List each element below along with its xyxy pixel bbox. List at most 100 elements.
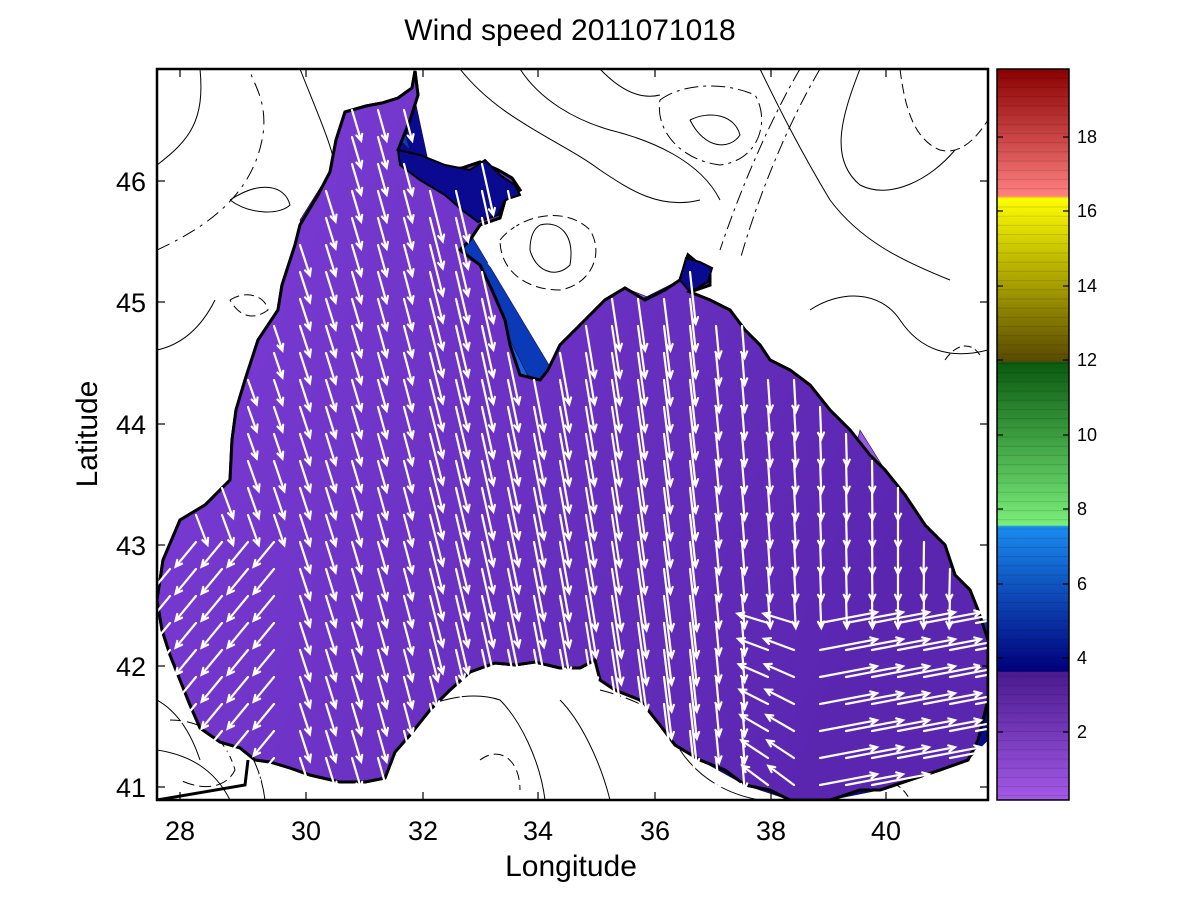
- wind-arrow: [584, 567, 600, 633]
- wind-arrow: [506, 513, 522, 569]
- colorbar-tick-label: 2: [1077, 722, 1087, 742]
- map-layer: [157, 69, 988, 800]
- wind-arrow: [506, 378, 522, 434]
- wind-arrow: [480, 621, 496, 677]
- wind-arrow: [402, 162, 415, 198]
- wind-arrow: [199, 594, 224, 623]
- x-tick-marks: [179, 69, 887, 800]
- wind-arrow: [584, 486, 598, 542]
- wind-arrow: [376, 756, 389, 792]
- wind-arrow: [610, 432, 623, 488]
- wind-arrow: [199, 702, 224, 731]
- wind-arrow: [220, 486, 235, 521]
- wind-arrow: [350, 729, 364, 765]
- wind-arrow: [532, 513, 547, 569]
- wind-arrow: [740, 756, 749, 793]
- wind-arrow: [818, 609, 880, 625]
- wind-arrow: [402, 270, 415, 306]
- wind-arrow: [428, 216, 446, 271]
- wind-arrow: [402, 621, 415, 657]
- wind-arrow: [402, 108, 415, 144]
- wind-arrow: [454, 567, 471, 623]
- wind-arrow: [896, 636, 958, 652]
- wind-arrow: [480, 486, 496, 542]
- wind-arrow: [532, 459, 547, 515]
- wind-arrow: [610, 648, 625, 714]
- wind-arrow: [324, 702, 338, 738]
- wind-arrow: [246, 378, 259, 407]
- wind-arrow: [766, 764, 796, 787]
- wind-arrow: [948, 614, 988, 625]
- wind-arrow: [870, 717, 932, 733]
- wind-arrow: [251, 648, 276, 677]
- wind-arrow: [558, 459, 573, 515]
- wind-arrow: [454, 378, 471, 434]
- wind-arrow: [402, 324, 415, 360]
- wind-arrow: [157, 648, 172, 673]
- wind-arrow: [272, 432, 285, 462]
- wind-arrow: [662, 324, 674, 381]
- x-tick-label: 32: [408, 816, 438, 846]
- wind-arrow: [402, 432, 415, 468]
- wind-arrow: [532, 567, 547, 623]
- wind-arrow: [298, 270, 312, 305]
- wind-arrow: [506, 486, 522, 542]
- wind-arrow: [844, 636, 906, 652]
- wind-arrow: [480, 216, 496, 272]
- wind-arrow: [584, 540, 598, 596]
- wind-arrow: [225, 567, 250, 596]
- wind-arrow: [376, 432, 389, 468]
- wind-arrow: [818, 744, 880, 760]
- wind-arrow: [324, 378, 338, 414]
- wind-arrow: [324, 594, 338, 630]
- wind-arrow: [251, 756, 276, 785]
- wind-arrow: [558, 540, 573, 596]
- wind-arrow: [225, 675, 250, 704]
- wind-arrow: [610, 486, 623, 542]
- wind-arrow: [922, 717, 984, 733]
- wind-arrow: [251, 702, 276, 731]
- wind-arrow: [480, 405, 496, 461]
- wind-arrow: [763, 688, 796, 706]
- wind-arrow: [324, 297, 338, 333]
- wind-arrow: [870, 636, 932, 652]
- wind-arrow: [610, 297, 623, 353]
- wind-arrow: [376, 297, 389, 333]
- wind-arrow: [298, 513, 312, 548]
- wind-arrow: [584, 513, 598, 569]
- wind-arrow: [636, 432, 649, 488]
- wind-arrow: [761, 637, 796, 652]
- wind-arrow: [610, 405, 623, 461]
- wind-arrow: [350, 594, 364, 630]
- wind-arrow: [246, 513, 261, 548]
- wind-arrow: [350, 243, 364, 279]
- wind-arrow: [636, 621, 650, 687]
- wind-arrow: [173, 675, 198, 704]
- wind-arrow: [506, 405, 522, 461]
- wind-arrow: [298, 459, 312, 494]
- wind-arrow: [636, 594, 650, 660]
- colorbar-level-lines: [997, 68, 1069, 797]
- wind-arrow: [376, 675, 389, 711]
- wind-arrow: [584, 432, 598, 488]
- wind-arrow: [818, 771, 880, 787]
- wind-arrow: [246, 405, 259, 434]
- wind-arrow: [480, 162, 496, 218]
- wind-arrow: [350, 351, 364, 387]
- x-tick-labels: 28 30 32 34 36 38 40: [165, 816, 901, 846]
- wind-arrow: [428, 540, 446, 595]
- wind-arrow: [324, 621, 338, 657]
- wind-arrow: [896, 609, 958, 625]
- wind-arrow: [480, 432, 496, 488]
- wind-arrow: [251, 567, 276, 596]
- wind-arrow: [610, 621, 625, 687]
- wind-arrow: [662, 675, 675, 741]
- wind-arrow: [428, 675, 441, 711]
- wind-arrow: [324, 189, 338, 225]
- wind-arrow: [402, 648, 415, 684]
- wind-arrow: [246, 486, 261, 521]
- wind-arrow: [173, 648, 198, 677]
- wind-arrow: [376, 108, 389, 144]
- wind-arrow: [376, 162, 389, 198]
- wind-arrow: [298, 702, 312, 737]
